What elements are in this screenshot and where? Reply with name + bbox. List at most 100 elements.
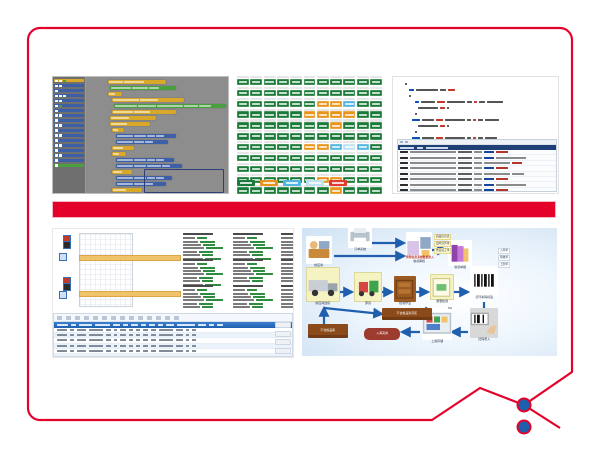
cell-status[interactable] (290, 78, 303, 86)
table-row[interactable] (54, 354, 292, 356)
palette-block[interactable] (54, 118, 84, 123)
palette-block[interactable] (54, 133, 84, 138)
grid-cell[interactable] (330, 130, 343, 140)
flow-node-check-docs[interactable]: 验货单据 (448, 239, 472, 270)
workspace-block[interactable] (110, 122, 150, 127)
table-cell[interactable] (129, 339, 133, 342)
table-cell[interactable] (120, 355, 127, 356)
toolbar-button[interactable] (111, 315, 116, 320)
cell-status[interactable] (237, 89, 249, 97)
block-field[interactable] (147, 158, 155, 162)
palette-block[interactable] (54, 158, 84, 163)
grid-cell[interactable] (303, 86, 316, 97)
table-column-header[interactable] (198, 323, 207, 326)
grid-cell[interactable] (356, 152, 369, 162)
palette-block[interactable] (54, 108, 84, 113)
grid-cell[interactable] (237, 141, 249, 151)
table-cell[interactable] (175, 355, 183, 356)
cell-status[interactable] (237, 133, 249, 140)
workspace-block[interactable] (116, 164, 182, 169)
cell-status[interactable] (250, 78, 263, 86)
workspace-block[interactable] (112, 170, 132, 175)
table-column-header[interactable] (176, 323, 196, 326)
cell-status[interactable] (303, 144, 316, 151)
flow-node-receiving-desk[interactable]: 收货审核 (406, 232, 432, 264)
grid-cell[interactable] (356, 86, 369, 97)
table-cell[interactable] (175, 339, 183, 342)
cell-status[interactable] (370, 144, 382, 151)
gantt-bar[interactable] (79, 291, 181, 297)
cell-status[interactable] (316, 133, 329, 140)
table-cell[interactable] (76, 344, 86, 347)
cell-status[interactable] (303, 187, 316, 194)
grid-cell[interactable] (276, 97, 289, 107)
block-field[interactable] (140, 98, 158, 102)
grid-cell[interactable] (263, 162, 276, 173)
table-side-button[interactable] (275, 347, 291, 354)
grid-cell[interactable] (316, 152, 329, 162)
workspace-block[interactable] (112, 110, 176, 115)
cell-status[interactable] (290, 89, 303, 97)
table-cell[interactable] (69, 350, 74, 353)
table-cell[interactable] (113, 355, 118, 356)
toolbar-button[interactable] (93, 315, 98, 320)
grid-cell[interactable] (330, 162, 343, 173)
table-cell[interactable] (129, 328, 133, 331)
cell-status[interactable] (356, 176, 369, 183)
palette-block[interactable] (54, 113, 84, 118)
grid-cell[interactable] (237, 86, 249, 97)
grid-cell[interactable] (263, 184, 276, 194)
grid-cell[interactable] (330, 152, 343, 162)
cell-status[interactable] (276, 122, 289, 129)
grid-cell[interactable] (303, 152, 316, 162)
grid-cell[interactable] (303, 108, 316, 118)
block-field[interactable] (134, 164, 146, 168)
table-cell[interactable] (175, 334, 183, 337)
cell-status[interactable] (343, 122, 356, 129)
cell-status[interactable] (316, 89, 329, 97)
cell-status[interactable] (250, 111, 263, 118)
grid-cell[interactable] (237, 97, 249, 107)
cell-status[interactable] (303, 89, 316, 97)
table-column-header[interactable] (113, 323, 121, 326)
cell-status[interactable] (316, 122, 329, 129)
workspace-block[interactable] (110, 116, 156, 121)
grid-cell[interactable] (316, 86, 329, 97)
cell-status[interactable] (330, 133, 343, 140)
flow-node-quality-check[interactable]: 质量检验 (430, 273, 454, 304)
table-cell[interactable] (129, 350, 133, 353)
cell-status[interactable] (290, 100, 303, 107)
cell-status[interactable] (276, 111, 289, 118)
grid-cell[interactable] (237, 76, 249, 86)
grid-cell[interactable] (263, 119, 276, 129)
grid-cell[interactable] (303, 141, 316, 151)
table-side-button[interactable] (275, 322, 291, 328)
block-field[interactable] (134, 182, 144, 186)
cell-status[interactable] (250, 133, 263, 140)
console-log-line[interactable] (398, 188, 556, 191)
cell-status[interactable] (356, 154, 369, 162)
cell-status[interactable] (276, 78, 289, 86)
flow-node-reject-zone[interactable]: 不合格品暂存区 (382, 308, 432, 320)
table-column-header[interactable] (216, 323, 223, 326)
cell-status[interactable] (330, 111, 343, 118)
table-cell[interactable] (191, 355, 197, 356)
cell-status[interactable] (276, 187, 289, 194)
table-column-header[interactable] (57, 323, 68, 326)
cell-status[interactable] (263, 133, 276, 140)
grid-cell[interactable] (330, 184, 343, 194)
table-cell[interactable] (105, 334, 111, 337)
table-column-header[interactable] (158, 323, 164, 326)
table-cell[interactable] (113, 339, 118, 342)
cell-status[interactable] (290, 165, 303, 173)
table-cell[interactable] (175, 344, 183, 347)
table-cell[interactable] (135, 328, 141, 331)
palette-block[interactable] (54, 123, 84, 128)
workspace-block[interactable] (112, 188, 142, 193)
cell-status[interactable] (276, 89, 289, 97)
cell-status[interactable] (370, 100, 382, 107)
palette-block[interactable] (54, 148, 84, 153)
table-cell[interactable] (113, 328, 118, 331)
grid-cell[interactable] (250, 86, 263, 97)
table-cell[interactable] (76, 355, 86, 356)
